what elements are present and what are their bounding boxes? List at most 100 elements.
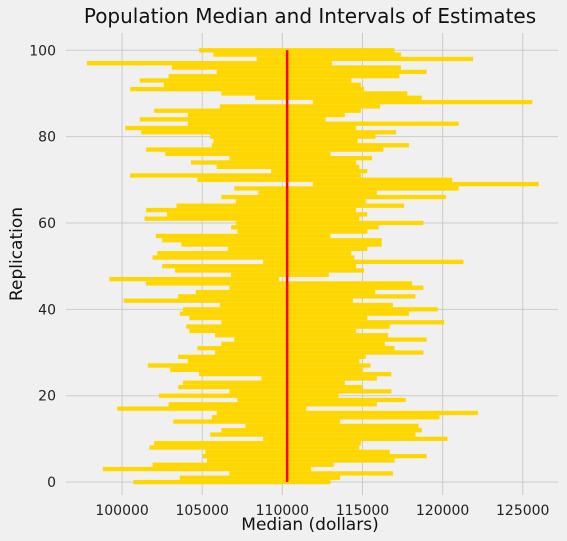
x-tick-label: 105000 xyxy=(175,503,228,519)
interval-bar xyxy=(231,272,329,277)
interval-bar xyxy=(168,74,400,79)
interval-bar xyxy=(197,346,395,351)
interval-bar xyxy=(234,337,427,342)
interval-bar xyxy=(152,255,355,260)
interval-bar xyxy=(271,169,368,174)
interval-bar xyxy=(157,251,352,256)
x-axis-label: Median (dollars) xyxy=(241,515,378,535)
interval-bar xyxy=(170,367,363,372)
interval-bar xyxy=(221,320,445,325)
interval-bar xyxy=(147,363,371,368)
interval-bar xyxy=(216,410,478,416)
x-tick-label: 110000 xyxy=(256,503,309,519)
interval-bar xyxy=(191,160,357,165)
x-tick-label: 125000 xyxy=(496,503,549,519)
interval-bar xyxy=(158,393,339,398)
y-axis-label: Replication xyxy=(7,207,27,301)
y-tick-label: 40 xyxy=(38,302,56,318)
interval-bar xyxy=(181,242,382,247)
interval-bar xyxy=(210,134,376,139)
interval-bar xyxy=(130,173,361,178)
interval-bar xyxy=(130,86,365,92)
interval-bar xyxy=(139,78,352,83)
interval-bar xyxy=(199,48,395,53)
interval-bar xyxy=(162,264,357,269)
x-tick-label: 100000 xyxy=(95,503,148,519)
chart-title: Population Median and Intervals of Estim… xyxy=(84,4,536,28)
interval-bar xyxy=(207,458,395,463)
interval-bar xyxy=(125,125,357,131)
interval-bar xyxy=(258,190,377,195)
interval-bar xyxy=(197,177,453,182)
interval-bar xyxy=(179,311,409,316)
interval-bar xyxy=(165,151,331,157)
y-tick-label: 80 xyxy=(38,130,56,146)
interval-bar xyxy=(237,397,406,403)
interval-bar xyxy=(215,350,424,355)
interval-bar xyxy=(144,216,360,221)
interval-bar xyxy=(152,462,334,467)
interval-bar xyxy=(211,415,440,420)
interval-bar xyxy=(234,186,459,191)
interval-bar xyxy=(189,315,368,321)
interval-bar xyxy=(146,281,413,286)
interval-bar xyxy=(235,220,424,226)
interval-bar xyxy=(178,294,416,299)
interval-bar xyxy=(178,384,363,390)
interval-bar xyxy=(210,432,416,437)
y-tick-label: 100 xyxy=(29,43,56,59)
interval-bar xyxy=(221,194,446,200)
interval-bar xyxy=(205,449,390,454)
y-tick-label: 60 xyxy=(38,216,56,232)
x-tick-label: 115000 xyxy=(336,503,389,519)
interval-bar xyxy=(139,117,326,122)
interval-bar xyxy=(216,69,427,75)
interval-bar xyxy=(182,380,345,385)
interval-bar xyxy=(155,233,331,239)
interval-bar xyxy=(211,143,409,148)
interval-bar xyxy=(199,371,392,377)
interval-bar xyxy=(187,112,345,118)
interval-bar xyxy=(133,479,331,485)
interval-bar xyxy=(213,52,401,57)
interval-bar xyxy=(221,341,385,347)
interval-bar xyxy=(117,406,307,411)
interval-bar xyxy=(174,268,365,273)
interval-bar xyxy=(195,289,376,295)
y-tick-label: 20 xyxy=(38,389,56,405)
interval-bar xyxy=(141,130,397,135)
interval-bar xyxy=(256,56,474,62)
interval-bar xyxy=(312,99,533,105)
interval-bar xyxy=(86,61,333,66)
interval-bar xyxy=(219,302,393,308)
interval-bar xyxy=(263,259,464,264)
interval-bar xyxy=(149,445,360,450)
x-tick-labels: 100000 105000 110000 115000 120000 125000 xyxy=(95,503,549,519)
interval-bar xyxy=(229,471,393,476)
interval-bar xyxy=(166,212,368,217)
interval-bar xyxy=(146,147,384,152)
interval-bar xyxy=(231,225,379,230)
interval-bar xyxy=(263,436,448,442)
interval-bar xyxy=(182,307,438,312)
interval-bar xyxy=(173,419,341,424)
interval-bar xyxy=(176,203,405,208)
interval-bar xyxy=(154,108,361,113)
interval-bar xyxy=(221,428,422,433)
interval-bar xyxy=(168,402,377,407)
interval-bar xyxy=(123,298,353,303)
interval-bar xyxy=(213,138,358,144)
interval-bar xyxy=(255,95,422,100)
interval-bar xyxy=(227,246,368,252)
y-tick-label: 0 xyxy=(47,475,56,491)
interval-bars xyxy=(86,48,539,485)
interval-bar xyxy=(179,475,341,480)
interval-bar xyxy=(163,82,361,87)
y-tick-labels: 0 20 40 60 80 100 xyxy=(29,43,56,491)
interval-bar xyxy=(189,328,357,334)
interval-bar xyxy=(187,121,459,126)
interval-bar xyxy=(102,466,312,472)
interval-bar xyxy=(312,181,539,187)
interval-bar xyxy=(146,207,357,213)
